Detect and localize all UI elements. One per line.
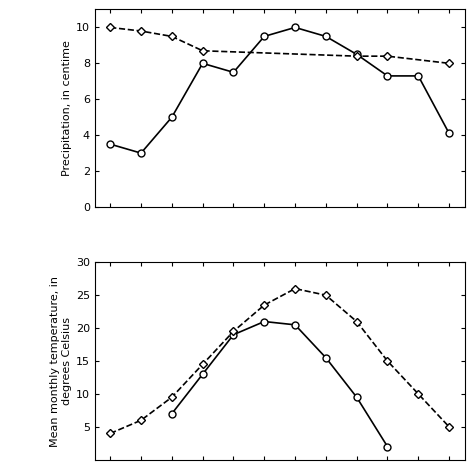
Y-axis label: Mean monthly temperature, in
degrees Celsius: Mean monthly temperature, in degrees Cel… [50,275,72,447]
Y-axis label: Precipitation, in centime: Precipitation, in centime [62,40,72,176]
